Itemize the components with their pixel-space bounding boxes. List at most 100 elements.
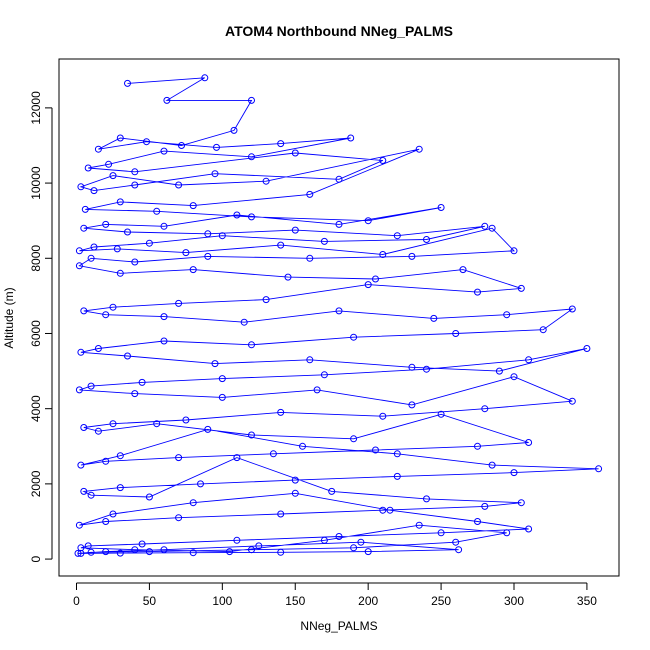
data-point — [474, 518, 481, 525]
data-point — [262, 177, 270, 185]
data-point — [510, 469, 518, 477]
data-point — [211, 170, 219, 178]
data-point — [116, 549, 124, 557]
data-point — [81, 205, 89, 213]
data-point — [277, 548, 285, 556]
data-point — [350, 333, 358, 341]
y-tick-label: 6000 — [29, 320, 43, 347]
data-point — [262, 296, 270, 304]
chart-title: ATOM4 Northbound NNeg_PALMS — [225, 23, 453, 39]
data-point — [182, 416, 190, 424]
data-point — [313, 386, 321, 394]
data-point — [481, 222, 489, 230]
data-point — [77, 549, 85, 557]
data-point — [277, 510, 285, 518]
data-point — [84, 164, 92, 172]
x-tick-label: 200 — [358, 594, 378, 608]
data-point — [102, 548, 110, 556]
data-point — [291, 476, 299, 484]
data-point — [525, 439, 533, 446]
data-point — [437, 529, 445, 537]
data-point — [204, 252, 212, 260]
data-point — [455, 546, 463, 554]
data-point — [517, 499, 525, 507]
data-point — [277, 408, 285, 416]
data-point — [306, 356, 314, 364]
data-point — [350, 544, 358, 552]
data-point — [408, 252, 416, 260]
data-point — [415, 145, 423, 153]
y-tick-label: 8000 — [29, 245, 43, 272]
plot-frame — [58, 58, 620, 577]
data-point — [503, 529, 511, 537]
data-point — [474, 288, 481, 296]
data-point — [138, 540, 146, 548]
y-tick-label: 10000 — [29, 166, 43, 200]
data-point — [75, 521, 83, 529]
x-axis-label: NNeg_PALMS — [300, 619, 377, 633]
data-point — [105, 160, 113, 168]
data-point — [124, 352, 131, 360]
data-point — [595, 465, 603, 473]
data-point — [230, 126, 238, 134]
data-point — [379, 506, 387, 514]
data-point — [517, 284, 525, 292]
data-point — [335, 220, 343, 228]
data-point — [160, 313, 168, 321]
data-point — [131, 390, 139, 398]
data-point — [488, 224, 496, 232]
y-tick-label: 0 — [29, 555, 43, 562]
data-point — [116, 134, 124, 142]
data-point — [306, 190, 314, 198]
data-point — [291, 489, 299, 497]
data-point — [415, 521, 423, 529]
data-point — [87, 548, 95, 556]
data-point — [408, 401, 416, 409]
data-point — [240, 318, 248, 326]
data-point — [233, 536, 241, 544]
plot-area — [74, 74, 603, 557]
data-point — [320, 237, 328, 245]
data-point — [255, 542, 263, 550]
data-point — [320, 371, 328, 379]
data-point — [248, 341, 255, 349]
data-point — [109, 510, 117, 518]
data-point — [452, 330, 460, 337]
data-point — [75, 247, 83, 255]
y-tick-label: 4000 — [29, 395, 43, 422]
x-tick-label: 350 — [577, 594, 597, 608]
data-point — [116, 452, 124, 460]
data-point — [204, 425, 212, 433]
data-point — [335, 175, 343, 183]
data-point — [248, 546, 255, 554]
data-point — [94, 427, 102, 435]
data-point — [269, 450, 277, 458]
data-point — [201, 74, 209, 82]
data-point — [372, 446, 379, 454]
data-point — [335, 533, 343, 540]
y-tick-label: 12000 — [29, 91, 43, 125]
data-point — [175, 299, 183, 307]
data-point — [347, 134, 355, 142]
data-point — [131, 168, 139, 176]
data-point — [189, 202, 197, 210]
data-point — [510, 373, 518, 381]
data-point — [525, 356, 533, 364]
data-point — [248, 96, 255, 104]
data-point — [357, 538, 365, 546]
data-point — [131, 181, 139, 189]
series-line — [77, 77, 599, 554]
data-point — [430, 314, 438, 322]
data-point — [204, 230, 212, 238]
data-point — [80, 307, 88, 315]
data-point — [145, 493, 153, 501]
data-point — [87, 254, 95, 262]
data-point — [350, 435, 358, 443]
data-point — [437, 204, 445, 211]
y-tick-label: 2000 — [29, 470, 43, 497]
data-point — [109, 172, 117, 180]
data-point — [277, 140, 285, 148]
data-point — [175, 514, 183, 522]
data-point — [306, 254, 314, 262]
